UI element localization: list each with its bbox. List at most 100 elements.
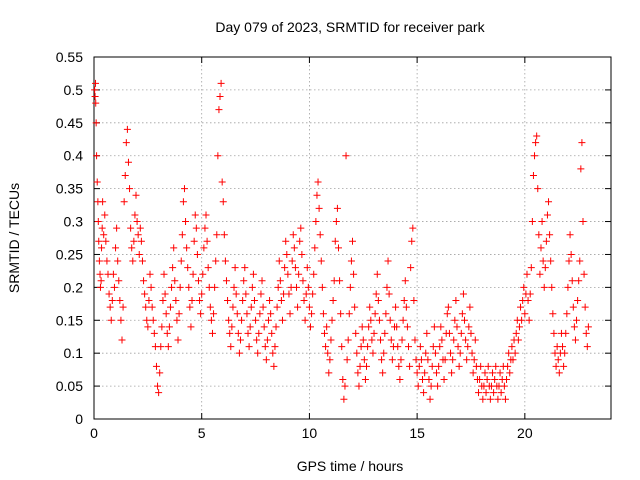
data-point [458,310,466,318]
data-point [564,283,572,291]
data-point [303,264,311,272]
data-point [259,303,267,311]
data-point [213,231,221,239]
data-point [340,395,348,403]
data-point [521,310,529,318]
data-point [533,132,541,140]
data-point [465,323,473,331]
data-point [494,395,502,403]
data-point [518,316,526,324]
data-point [411,336,419,344]
data-point [421,369,429,377]
data-point [112,244,120,252]
data-point [124,158,132,166]
data-point [119,303,127,311]
data-point [339,376,347,384]
data-point [491,376,499,384]
data-point [328,316,336,324]
data-point [345,310,353,318]
data-point [123,125,131,133]
data-point [406,362,414,370]
data-point [434,382,442,390]
data-point [92,99,100,107]
data-point [236,336,244,344]
data-point [334,244,342,252]
data-point [397,356,405,364]
data-point [466,303,474,311]
data-point [164,343,172,351]
data-point [468,349,476,357]
data-point [168,283,176,291]
data-point [208,329,216,337]
data-point [355,382,363,390]
data-point [531,152,539,160]
data-point [319,310,327,318]
data-point [326,356,334,364]
data-point [416,343,424,351]
data-point [136,224,144,232]
data-point [91,92,99,100]
data-point [452,297,460,305]
data-point [180,185,188,193]
data-point [554,356,562,364]
y-tick-label: 0.55 [56,49,83,65]
data-point [537,244,545,252]
data-point [113,224,121,232]
data-point [294,303,302,311]
data-point [254,349,262,357]
data-point [322,343,330,351]
data-point [515,323,523,331]
data-point [398,336,406,344]
data-point [352,329,360,337]
data-point [114,257,122,265]
data-point [563,310,571,318]
data-point [149,316,157,324]
data-points [91,79,592,403]
data-point [272,323,280,331]
data-point [367,316,375,324]
data-point [126,185,134,193]
data-point [547,257,555,265]
data-point [505,349,513,357]
data-point [196,297,204,305]
data-point [92,79,100,87]
data-point [395,362,403,370]
data-point [386,316,394,324]
data-point [140,277,148,285]
data-point [285,290,293,298]
data-point [435,362,443,370]
data-point [327,336,335,344]
data-point [207,316,215,324]
data-point [206,303,214,311]
data-point [459,290,467,298]
data-point [291,264,299,272]
data-point [392,303,400,311]
data-point [116,297,124,305]
data-point [248,283,256,291]
data-point [229,303,237,311]
data-point [183,244,191,252]
data-point [344,336,352,344]
data-point [242,290,250,298]
data-point [194,277,202,285]
data-point [462,336,470,344]
data-point [238,316,246,324]
y-axis-ticks: 0 0.05 0.1 0.15 0.2 0.25 0.3 0.35 0.4 0.45 0.5 0.55 [56,49,611,427]
data-point [562,329,570,337]
data-point [133,218,141,226]
data-point [221,257,229,265]
data-point [552,362,560,370]
data-point [428,362,436,370]
data-point [103,257,111,265]
data-point [224,297,232,305]
data-point [371,310,379,318]
data-point [503,376,511,384]
data-point [277,297,285,305]
data-point [512,329,520,337]
data-point [372,290,380,298]
data-point [93,152,101,160]
data-point [305,303,313,311]
data-point [225,316,233,324]
data-point [301,316,309,324]
data-point [450,336,458,344]
